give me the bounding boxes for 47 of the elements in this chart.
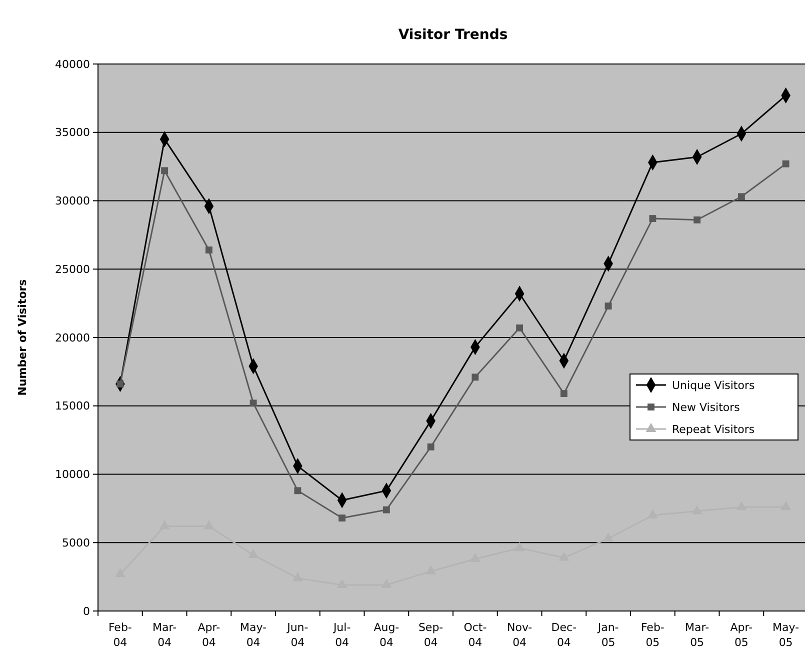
x-tick-label: Apr-04 [198, 621, 220, 649]
point [738, 193, 745, 200]
point [161, 167, 168, 174]
point [427, 443, 434, 450]
y-tick-label: 0 [83, 604, 90, 618]
x-tick-label: Oct-04 [464, 621, 487, 649]
point [472, 374, 479, 381]
x-tick-label: Aug-04 [374, 621, 400, 649]
x-tick-label: Jul-04 [332, 621, 351, 649]
x-tick-label: Apr-05 [730, 621, 753, 649]
x-tick-label: Mar-04 [152, 621, 177, 649]
y-tick-label: 25000 [55, 262, 90, 276]
y-tick-label: 35000 [55, 126, 90, 140]
x-tick-label: May-05 [772, 621, 800, 649]
y-tick-label: 5000 [62, 536, 90, 550]
point [694, 216, 701, 224]
point [603, 532, 614, 542]
point [205, 246, 212, 254]
y-tick-label: 30000 [55, 194, 90, 208]
point [516, 324, 524, 332]
y-tick-label: 20000 [55, 331, 90, 344]
x-tick-label: May-04 [240, 621, 267, 649]
point [782, 160, 790, 168]
point [338, 514, 346, 522]
legend-label: Repeat Visitors [672, 422, 755, 436]
point [649, 215, 656, 222]
x-tick-label: Feb-05 [640, 621, 664, 649]
y-tick-label: 40000 [55, 58, 90, 71]
x-tick-label: Jun-04 [286, 621, 308, 649]
legend-label: New Visitors [672, 400, 740, 414]
x-tick-label: Sep-04 [418, 621, 444, 649]
x-tick-label: Dec-04 [551, 621, 577, 649]
point [382, 506, 390, 514]
point [294, 487, 302, 494]
legend-label: Unique Visitors [672, 378, 755, 392]
x-tick-label: Nov-04 [506, 621, 532, 649]
x-tick-label: Feb-04 [108, 621, 132, 649]
point [604, 302, 612, 310]
y-tick-label: 15000 [55, 400, 90, 413]
y-tick-label: 10000 [55, 468, 90, 482]
x-tick-label: Mar-05 [685, 621, 710, 649]
y-axis-title: Number of Visitors [16, 278, 29, 396]
x-tick-label: Jan-05 [596, 621, 619, 649]
point [250, 400, 257, 407]
chart-title: Visitor Trends [398, 27, 508, 43]
point [514, 542, 525, 552]
point [560, 390, 568, 398]
